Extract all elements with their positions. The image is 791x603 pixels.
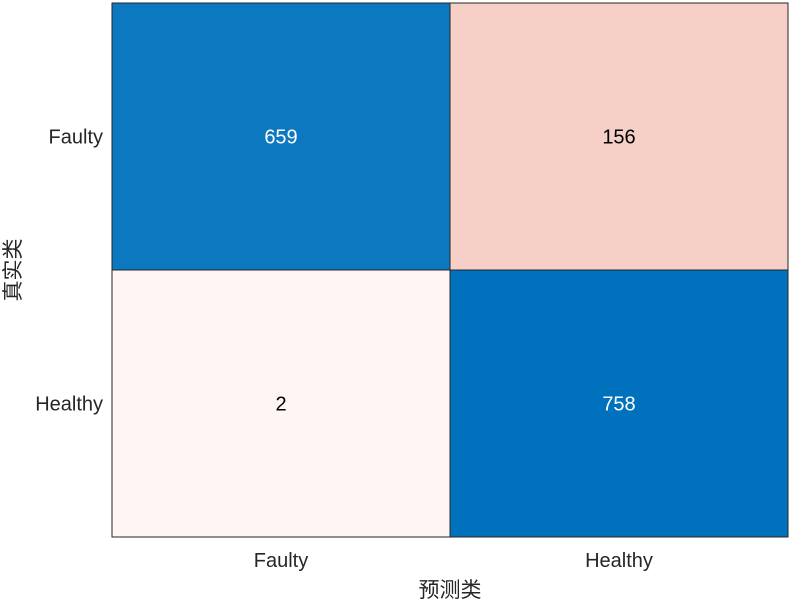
x-tick-label: Faulty (254, 550, 308, 572)
cell-value-label: 156 (602, 127, 635, 149)
heatmap-cell (450, 3, 788, 270)
y-tick-label: Faulty (49, 127, 103, 149)
x-tick-label: Healthy (585, 550, 653, 572)
cell-value-label: 758 (602, 394, 635, 416)
heatmap-cell (112, 3, 450, 270)
cell-value-label: 2 (275, 394, 286, 416)
y-axis-label: 真实类 (1, 239, 25, 302)
tick-label-group: Faulty Healthy Faulty Healthy (35, 127, 653, 573)
y-tick-label: Healthy (35, 394, 103, 416)
cell-group: 659 156 2 758 (112, 3, 788, 537)
heatmap-cell (450, 270, 788, 537)
grid-group (111, 2, 789, 538)
cell-value-label: 659 (264, 127, 297, 149)
x-axis-label: 预测类 (419, 578, 482, 602)
heatmap-cell (112, 270, 450, 537)
